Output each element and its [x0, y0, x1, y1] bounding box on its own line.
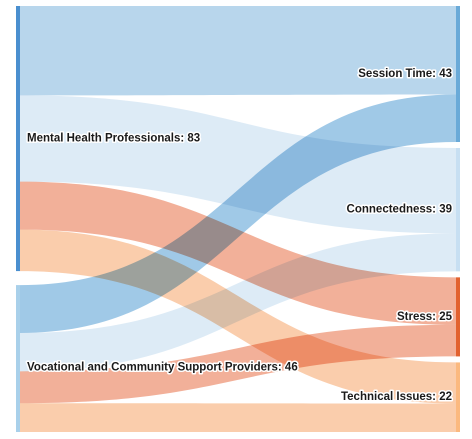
- node-session[interactable]: [456, 6, 460, 142]
- link-vcsp-to-tech[interactable]: [20, 403, 456, 432]
- node-mhp[interactable]: [16, 6, 20, 272]
- labels-layer: Mental Health Professionals: 83 Vocationa…: [26, 67, 455, 405]
- node-tech[interactable]: [456, 362, 460, 432]
- node-label-stress: Stress: 25: [397, 311, 453, 323]
- node-vcsp[interactable]: [16, 285, 20, 432]
- node-label-connect: Connectedness: 39: [347, 204, 452, 216]
- node-label-session: Session Time: 43: [358, 68, 452, 80]
- node-label-tech: Technical Issues: 22: [341, 391, 452, 403]
- link-mhp-to-stress[interactable]: [20, 181, 456, 325]
- link-vcsp-to-connect[interactable]: [20, 233, 456, 372]
- nodes-layer: [16, 6, 460, 432]
- links-layer: [20, 6, 456, 432]
- node-connect[interactable]: [456, 148, 460, 272]
- node-label-mhp: Mental Health Professionals: 83: [27, 133, 200, 145]
- link-mhp-to-session[interactable]: [20, 6, 456, 96]
- node-stress[interactable]: [456, 277, 460, 357]
- link-vcsp-to-stress[interactable]: [20, 324, 456, 404]
- node-label-vcsp: Vocational and Community Support Provide…: [27, 362, 298, 374]
- link-mhp-to-connect[interactable]: [20, 95, 456, 234]
- link-vcsp-to-session[interactable]: [20, 94, 456, 333]
